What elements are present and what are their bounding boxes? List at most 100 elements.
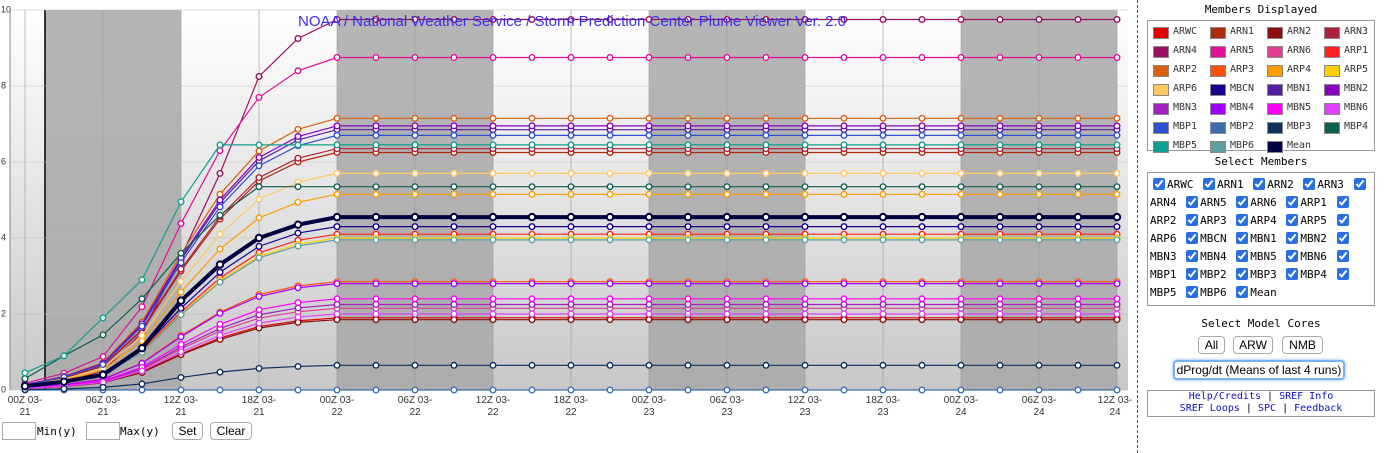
data-point [918, 361, 926, 369]
clear-button[interactable]: Clear [210, 422, 252, 440]
member-checkbox[interactable] [1336, 196, 1349, 208]
data-point [957, 122, 965, 130]
data-point [333, 141, 341, 149]
legend-label: ARP6 [1173, 83, 1198, 94]
member-checkbox[interactable] [1236, 196, 1249, 208]
member-checkbox[interactable] [1236, 286, 1249, 298]
member-checkbox[interactable] [1336, 214, 1349, 226]
data-point [996, 310, 1004, 318]
data-point [723, 169, 731, 177]
member-checkbox[interactable] [1186, 250, 1199, 262]
x-tick-label: 06Z 03-21 [85, 395, 121, 418]
member-checkbox[interactable] [1186, 232, 1199, 244]
member-checkbox[interactable] [1286, 268, 1299, 280]
data-point [1035, 131, 1043, 139]
member-checkbox[interactable] [1253, 178, 1266, 190]
min-input[interactable] [2, 422, 36, 440]
member-checkbox[interactable] [1286, 214, 1299, 226]
legend-swatch [1153, 141, 1169, 153]
data-point [1074, 114, 1082, 122]
dprog-button[interactable]: dProg/dt (Means of last 4 runs) [1173, 360, 1345, 380]
data-point [255, 183, 263, 191]
member-checkbox[interactable] [1236, 232, 1249, 244]
data-point [294, 154, 302, 162]
data-point [567, 183, 575, 191]
link[interactable]: SREF Loops [1179, 403, 1240, 414]
link[interactable]: Help/Credits [1188, 391, 1261, 402]
member-checkbox[interactable] [1353, 178, 1366, 190]
link[interactable]: Feedback [1294, 403, 1343, 414]
member-checkbox[interactable] [1186, 214, 1199, 226]
data-point [645, 190, 653, 198]
data-point [1073, 212, 1083, 222]
member-checkbox[interactable] [1286, 232, 1299, 244]
data-point [684, 169, 692, 177]
member-label: ARN2 [1267, 178, 1294, 191]
data-point [879, 131, 887, 139]
data-point [1074, 361, 1082, 369]
data-point [684, 316, 692, 324]
data-point [528, 361, 536, 369]
member-label: ARP3 [1200, 214, 1227, 227]
data-point [606, 183, 614, 191]
data-point [1074, 386, 1082, 394]
data-point [762, 310, 770, 318]
data-point [879, 141, 887, 149]
member-checkbox[interactable] [1186, 196, 1199, 208]
data-point [1035, 280, 1043, 288]
data-point [489, 16, 497, 24]
member-checkbox[interactable] [1336, 250, 1349, 262]
data-point [762, 16, 770, 24]
data-point [645, 310, 653, 318]
data-point [528, 190, 536, 198]
legend-label: ARWC [1173, 26, 1198, 37]
legend-swatch [1267, 141, 1283, 153]
member-checkbox[interactable] [1236, 250, 1249, 262]
data-point [684, 190, 692, 198]
core-button[interactable]: ARW [1233, 336, 1273, 354]
max-input[interactable] [86, 422, 120, 440]
member-checkbox[interactable] [1153, 178, 1165, 190]
member-checkbox[interactable] [1303, 178, 1316, 190]
x-tick-label: 00Z 03-22 [319, 395, 355, 418]
data-point [606, 295, 614, 303]
data-point [1035, 122, 1043, 130]
core-button[interactable]: All [1198, 336, 1225, 354]
member-checkbox[interactable] [1203, 178, 1216, 190]
data-point [372, 295, 380, 303]
member-checkbox[interactable] [1336, 232, 1349, 244]
legend-label: MBN4 [1230, 102, 1255, 113]
member-checkbox[interactable] [1186, 286, 1199, 298]
data-point [801, 190, 809, 198]
member-checkbox[interactable] [1286, 196, 1299, 208]
data-point [645, 131, 653, 139]
data-point [216, 309, 224, 317]
data-point [840, 141, 848, 149]
core-button[interactable]: NMB [1282, 336, 1323, 354]
member-checkbox[interactable] [1286, 250, 1299, 262]
data-point [567, 131, 575, 139]
data-point [567, 122, 575, 130]
data-point [527, 212, 537, 222]
data-point [723, 190, 731, 198]
member-checkbox[interactable] [1236, 214, 1249, 226]
member-checkbox[interactable] [1236, 268, 1249, 280]
link[interactable]: SREF Info [1279, 391, 1334, 402]
data-point [918, 16, 926, 24]
legend-title: Members Displayed [1204, 3, 1318, 16]
data-point [528, 236, 536, 244]
set-button[interactable]: Set [172, 422, 203, 440]
member-checkbox[interactable] [1336, 268, 1349, 280]
link[interactable]: SPC [1257, 403, 1277, 414]
data-point [411, 280, 419, 288]
data-point [840, 190, 848, 198]
data-point [840, 169, 848, 177]
data-point [216, 211, 224, 219]
data-point [1113, 361, 1121, 369]
data-point [489, 386, 497, 394]
data-point [918, 236, 926, 244]
data-point [294, 198, 302, 206]
member-checkbox[interactable] [1186, 268, 1199, 280]
data-point [450, 310, 458, 318]
